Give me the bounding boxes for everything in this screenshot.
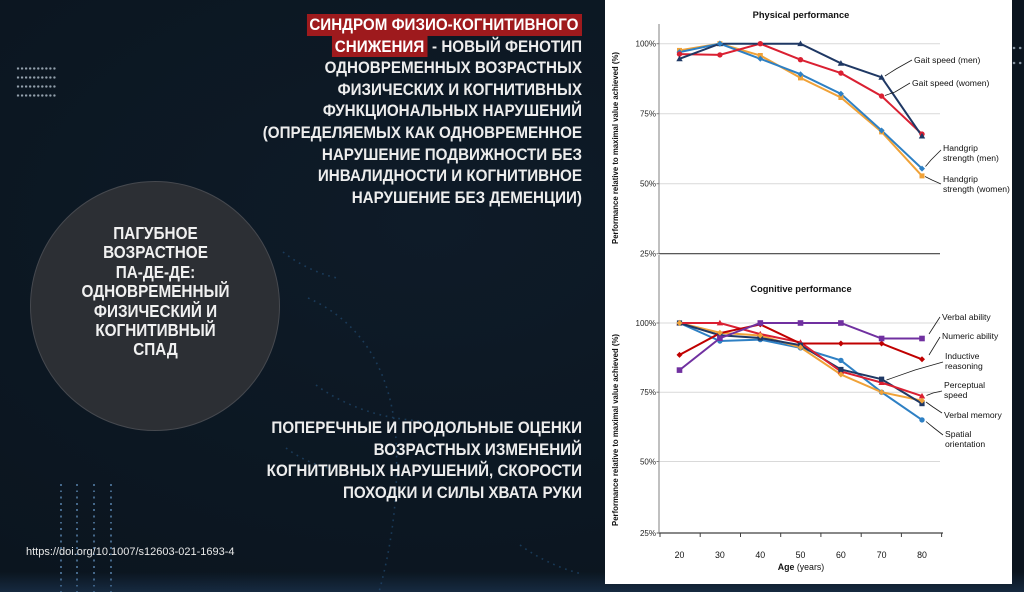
svg-text:Handgrip: Handgrip — [943, 174, 978, 184]
svg-text:20: 20 — [675, 550, 685, 560]
svg-text:strength (men): strength (men) — [943, 153, 999, 163]
svg-text:30: 30 — [715, 550, 725, 560]
svg-text:reasoning: reasoning — [945, 361, 983, 371]
svg-text:75%: 75% — [640, 110, 656, 119]
svg-text:Verbal ability: Verbal ability — [942, 312, 991, 322]
svg-text:Spatial: Spatial — [945, 429, 971, 439]
svg-text:60: 60 — [836, 550, 846, 560]
svg-text:50: 50 — [796, 550, 806, 560]
svg-text:Performance relative to maxima: Performance relative to maximal value ac… — [611, 334, 620, 526]
svg-text:Physical performance: Physical performance — [753, 10, 850, 20]
svg-text:Verbal memory: Verbal memory — [944, 410, 1002, 420]
svg-text:Performance relative to maxima: Performance relative to maximal value ac… — [611, 52, 620, 244]
svg-text:Age (years): Age (years) — [778, 562, 825, 572]
svg-text:Perceptual: Perceptual — [944, 380, 985, 390]
svg-text:Cognitive performance: Cognitive performance — [750, 284, 851, 294]
svg-text:50%: 50% — [640, 180, 656, 189]
svg-text:Gait speed (men): Gait speed (men) — [914, 55, 981, 65]
svg-text:50%: 50% — [640, 457, 656, 466]
svg-text:100%: 100% — [636, 40, 656, 49]
svg-text:70: 70 — [877, 550, 887, 560]
svg-text:40: 40 — [755, 550, 765, 560]
svg-text:speed: speed — [944, 390, 968, 400]
svg-text:75%: 75% — [640, 388, 656, 397]
svg-text:strength (women): strength (women) — [943, 184, 1010, 194]
svg-text:80: 80 — [917, 550, 927, 560]
svg-text:Handgrip: Handgrip — [943, 143, 978, 153]
svg-text:Gait speed (women): Gait speed (women) — [912, 78, 990, 88]
svg-text:Inductive: Inductive — [945, 351, 980, 361]
svg-text:100%: 100% — [636, 319, 656, 328]
svg-text:25%: 25% — [640, 529, 656, 538]
svg-text:25%: 25% — [640, 250, 656, 259]
svg-text:Numeric ability: Numeric ability — [942, 331, 999, 341]
svg-text:orientation: orientation — [945, 439, 985, 449]
